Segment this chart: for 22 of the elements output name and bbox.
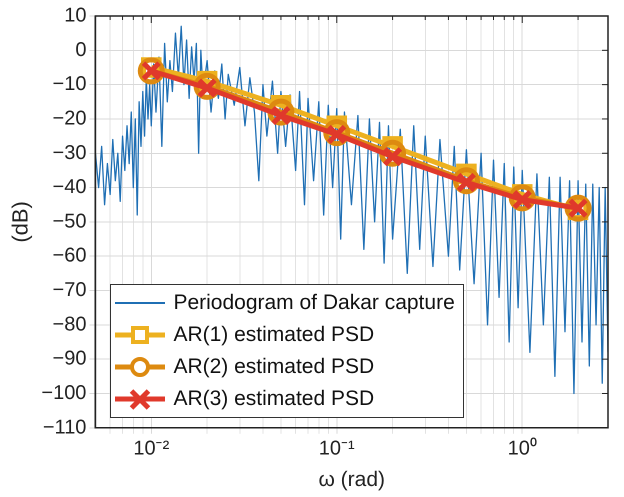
x-axis-title: ω (rad) <box>318 468 386 492</box>
legend-label: AR(3) estimated PSD <box>173 386 374 411</box>
y-tick-label: −60 <box>52 244 86 267</box>
x-tick-label: 10⁻² <box>133 437 170 460</box>
y-tick-label: −50 <box>52 210 86 232</box>
legend-label: AR(2) estimated PSD <box>173 354 374 379</box>
y-tick-label: −90 <box>52 348 86 370</box>
y-tick-label: −100 <box>41 382 86 404</box>
x-tick-label: 10⁻¹ <box>318 437 356 460</box>
y-tick-label: −40 <box>52 176 86 198</box>
y-axis-title: (dB) <box>7 201 32 243</box>
y-tick-label: −30 <box>52 142 86 164</box>
y-tick-label: 10 <box>64 4 86 27</box>
legend-label: Periodogram of Dakar capture <box>173 290 455 315</box>
y-tick-label: −20 <box>52 107 86 130</box>
x-tick-label: 10⁰ <box>508 436 537 460</box>
y-tick-label: −10 <box>52 73 86 96</box>
y-tick-label: −80 <box>52 313 86 336</box>
y-tick-label: −110 <box>42 416 86 438</box>
legend-label: AR(1) estimated PSD <box>173 322 374 347</box>
y-tick-label: 0 <box>75 38 86 61</box>
y-tick-label: −70 <box>52 279 86 302</box>
